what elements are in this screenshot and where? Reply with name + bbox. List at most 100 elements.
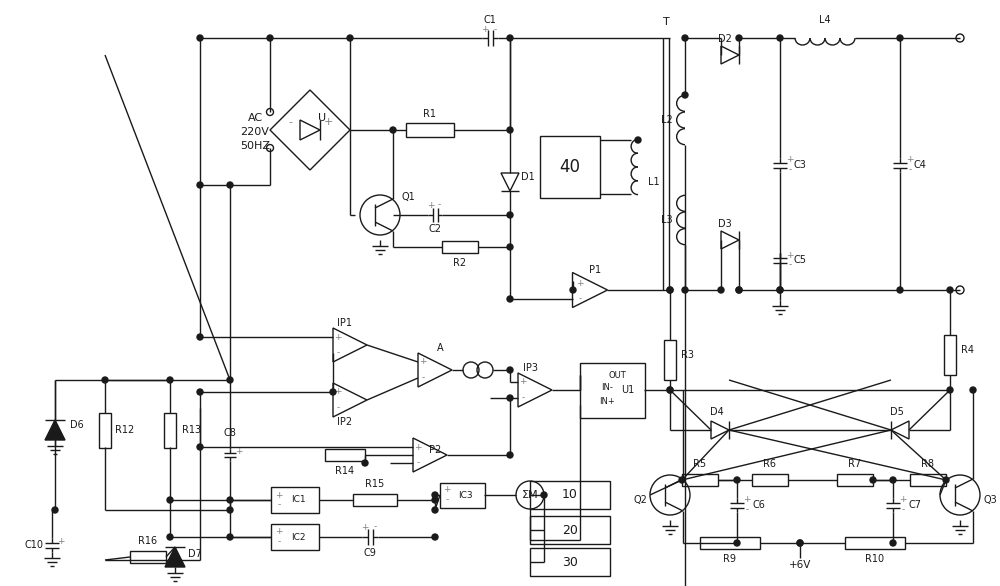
Circle shape: [777, 287, 783, 293]
Text: T: T: [663, 17, 669, 27]
Circle shape: [267, 35, 273, 41]
Bar: [682, 474, 718, 486]
Text: R3: R3: [682, 350, 694, 360]
Circle shape: [432, 492, 438, 498]
Bar: [271, 487, 319, 513]
Circle shape: [52, 507, 58, 513]
Circle shape: [507, 452, 513, 458]
Text: -: -: [908, 165, 912, 175]
Text: C9: C9: [364, 548, 376, 558]
Bar: [580, 363, 644, 417]
Text: C8: C8: [224, 428, 236, 438]
Text: -: -: [277, 537, 281, 547]
Text: OUT: OUT: [608, 370, 626, 380]
Text: -: -: [788, 165, 792, 175]
Text: +: +: [361, 523, 369, 532]
Text: A: A: [437, 343, 443, 353]
Circle shape: [227, 377, 233, 383]
Text: IC1: IC1: [291, 496, 305, 505]
Text: -: -: [336, 404, 340, 413]
Text: +: +: [743, 496, 751, 505]
Text: Q1: Q1: [401, 192, 415, 202]
Circle shape: [227, 534, 233, 540]
Circle shape: [432, 497, 438, 503]
Text: -: -: [421, 373, 425, 383]
Bar: [442, 241, 478, 253]
Circle shape: [167, 497, 173, 503]
Text: C7: C7: [908, 500, 922, 510]
Text: R2: R2: [453, 258, 467, 268]
Text: R13: R13: [182, 425, 202, 435]
Circle shape: [432, 507, 438, 513]
Bar: [845, 537, 905, 549]
Text: -: -: [493, 26, 497, 35]
Text: +: +: [481, 26, 489, 35]
Text: +: +: [519, 377, 527, 387]
Circle shape: [679, 477, 685, 483]
Text: IC2: IC2: [291, 533, 305, 541]
Text: C4: C4: [914, 160, 926, 170]
Circle shape: [890, 540, 896, 546]
Text: +: +: [334, 387, 342, 397]
Circle shape: [390, 127, 396, 133]
Circle shape: [947, 387, 953, 393]
Circle shape: [947, 287, 953, 293]
Circle shape: [227, 497, 233, 503]
Text: L3: L3: [661, 215, 673, 225]
Circle shape: [197, 389, 203, 395]
Circle shape: [667, 287, 673, 293]
Text: 50HZ: 50HZ: [240, 141, 270, 151]
Text: -: -: [277, 500, 281, 509]
Circle shape: [897, 287, 903, 293]
Circle shape: [970, 387, 976, 393]
Circle shape: [777, 35, 783, 41]
Text: IC3: IC3: [458, 490, 472, 499]
Text: U: U: [318, 113, 326, 123]
Text: R12: R12: [115, 425, 135, 435]
Circle shape: [736, 287, 742, 293]
Text: +: +: [576, 278, 584, 288]
Text: U1: U1: [621, 385, 635, 395]
Text: R1: R1: [424, 109, 436, 119]
Text: -: -: [373, 523, 377, 532]
Text: R8: R8: [922, 459, 934, 469]
Text: +: +: [414, 442, 422, 451]
Text: -: -: [521, 394, 525, 403]
Circle shape: [432, 534, 438, 540]
Text: D6: D6: [70, 420, 84, 430]
Text: IP2: IP2: [337, 417, 353, 427]
Text: C10: C10: [24, 540, 44, 550]
Text: D5: D5: [890, 407, 904, 417]
Text: -: -: [901, 506, 905, 515]
Text: R4: R4: [962, 345, 974, 355]
Text: Q3: Q3: [983, 495, 997, 505]
Bar: [440, 482, 484, 507]
Text: +: +: [275, 527, 283, 537]
Text: L2: L2: [661, 115, 673, 125]
Text: P2: P2: [429, 445, 441, 455]
Text: R14: R14: [335, 466, 355, 476]
Text: +: +: [235, 447, 243, 455]
Circle shape: [507, 244, 513, 250]
Text: 10: 10: [562, 489, 578, 502]
Bar: [540, 136, 600, 198]
Circle shape: [870, 477, 876, 483]
Bar: [353, 494, 397, 506]
Bar: [910, 474, 946, 486]
Circle shape: [797, 540, 803, 546]
Text: D3: D3: [718, 219, 732, 229]
Text: +: +: [899, 496, 907, 505]
Circle shape: [736, 287, 742, 293]
Circle shape: [330, 389, 336, 395]
Circle shape: [347, 35, 353, 41]
Text: 40: 40: [560, 158, 580, 176]
Circle shape: [777, 287, 783, 293]
Text: R15: R15: [365, 479, 385, 489]
Circle shape: [667, 287, 673, 293]
Text: 30: 30: [562, 556, 578, 568]
Bar: [530, 481, 610, 509]
Text: +: +: [906, 155, 914, 165]
Text: IP1: IP1: [338, 318, 352, 328]
Circle shape: [541, 492, 547, 498]
Bar: [530, 548, 610, 576]
